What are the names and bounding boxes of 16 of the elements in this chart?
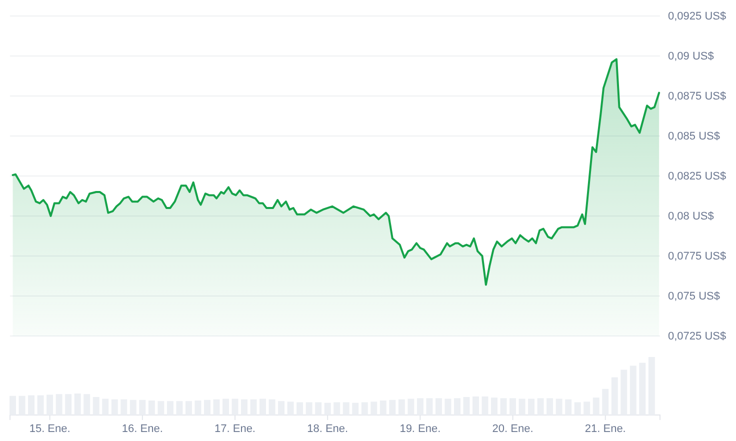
y-tick-label: 0,085 US$ xyxy=(668,130,720,143)
x-tick-label: 21. Ene. xyxy=(584,422,626,435)
y-tick-label: 0,09 US$ xyxy=(668,50,714,63)
y-tick-label: 0,08 US$ xyxy=(668,210,714,223)
x-tick-label: 19. Ene. xyxy=(400,422,441,435)
x-tick-label: 18. Ene. xyxy=(307,422,348,435)
x-tick-label: 17. Ene. xyxy=(214,422,256,435)
y-tick-label: 0,0775 US$ xyxy=(668,250,726,263)
y-tick-label: 0,0825 US$ xyxy=(668,170,726,183)
y-tick-label: 0,0925 US$ xyxy=(668,10,726,23)
y-tick-label: 0,0875 US$ xyxy=(668,90,726,103)
y-tick-label: 0,0725 US$ xyxy=(668,330,726,343)
x-tick-label: 16. Ene. xyxy=(122,422,163,435)
x-tick-label: 15. Ene. xyxy=(29,422,70,435)
x-tick-label: 20. Ene. xyxy=(492,422,534,435)
y-tick-label: 0,075 US$ xyxy=(668,290,720,303)
